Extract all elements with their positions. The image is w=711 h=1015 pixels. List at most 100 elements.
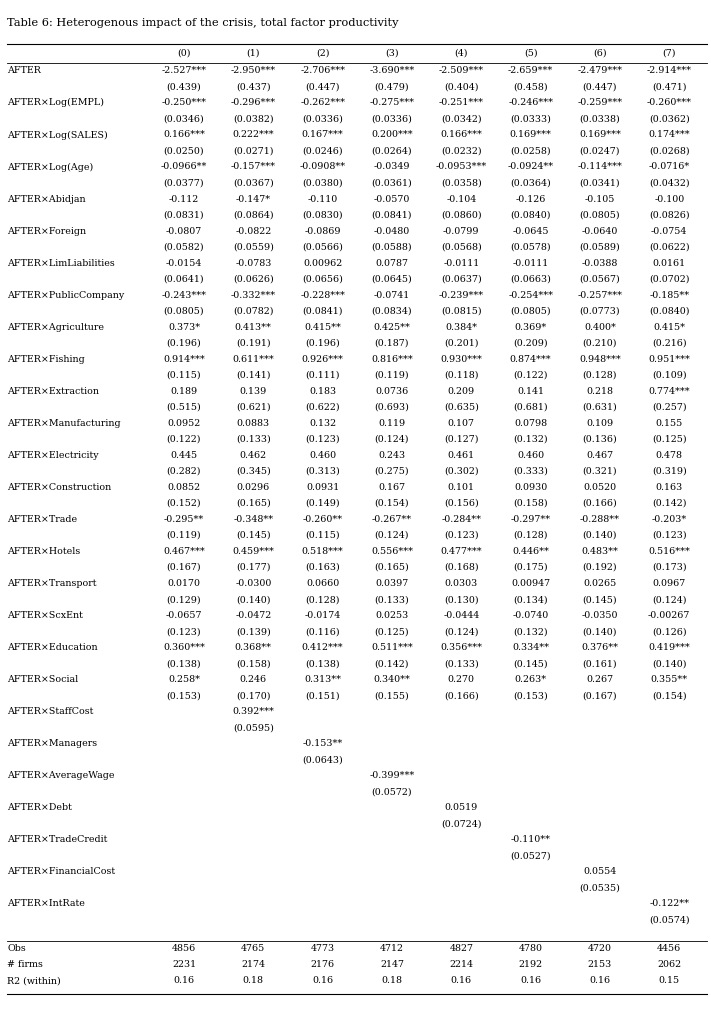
Text: (7): (7)	[663, 49, 676, 58]
Text: (0.471): (0.471)	[652, 82, 687, 91]
Text: -0.239***: -0.239***	[439, 290, 483, 299]
Text: 0.951***: 0.951***	[648, 354, 690, 363]
Text: 0.368**: 0.368**	[235, 644, 272, 652]
Text: 0.516***: 0.516***	[648, 547, 690, 556]
Text: -0.0754: -0.0754	[651, 226, 688, 235]
Text: 0.356***: 0.356***	[440, 644, 482, 652]
Text: (0.0527): (0.0527)	[510, 852, 551, 861]
Text: (0.115): (0.115)	[305, 531, 340, 540]
Text: (0.210): (0.210)	[582, 339, 617, 348]
Text: 4456: 4456	[657, 944, 681, 953]
Text: (0.404): (0.404)	[444, 82, 479, 91]
Text: -0.0966**: -0.0966**	[161, 162, 207, 172]
Text: -0.0154: -0.0154	[166, 259, 202, 268]
Text: 0.340**: 0.340**	[373, 675, 410, 684]
Text: (0.515): (0.515)	[166, 403, 201, 412]
Text: -0.0807: -0.0807	[166, 226, 202, 235]
Text: (0.0346): (0.0346)	[164, 115, 204, 124]
Text: 0.18: 0.18	[381, 976, 402, 986]
Text: (0.115): (0.115)	[166, 370, 201, 380]
Text: 0.415**: 0.415**	[304, 323, 341, 332]
Text: 0.0519: 0.0519	[444, 803, 478, 812]
Text: 2192: 2192	[518, 960, 542, 969]
Text: -0.295**: -0.295**	[164, 515, 204, 524]
Text: AFTER×Agriculture: AFTER×Agriculture	[7, 323, 104, 332]
Text: -0.267**: -0.267**	[372, 515, 412, 524]
Text: (0.621): (0.621)	[236, 403, 271, 412]
Text: -2.479***: -2.479***	[577, 66, 622, 75]
Text: (0.126): (0.126)	[652, 627, 687, 636]
Text: AFTER×Log(EMPL): AFTER×Log(EMPL)	[7, 98, 104, 108]
Text: AFTER×Trade: AFTER×Trade	[7, 515, 77, 524]
Text: -0.0174: -0.0174	[304, 611, 341, 620]
Text: (0.167): (0.167)	[166, 563, 201, 572]
Text: 2231: 2231	[172, 960, 196, 969]
Text: (0.128): (0.128)	[305, 595, 340, 604]
Text: 2153: 2153	[588, 960, 612, 969]
Text: AFTER×Foreign: AFTER×Foreign	[7, 226, 86, 235]
Text: -2.659***: -2.659***	[508, 66, 553, 75]
Text: (0.257): (0.257)	[652, 403, 687, 412]
Text: (0.439): (0.439)	[166, 82, 201, 91]
Text: (0.122): (0.122)	[166, 434, 201, 444]
Text: 0.258*: 0.258*	[168, 675, 200, 684]
Text: (0.123): (0.123)	[444, 531, 479, 540]
Text: (0.133): (0.133)	[236, 434, 271, 444]
Text: 0.0736: 0.0736	[375, 387, 409, 396]
Text: 0.0303: 0.0303	[444, 579, 478, 588]
Text: 0.0967: 0.0967	[653, 579, 686, 588]
Text: (0.138): (0.138)	[166, 659, 201, 668]
Text: (0.0336): (0.0336)	[372, 115, 412, 124]
Text: -0.0716*: -0.0716*	[648, 162, 690, 172]
Text: (0.0841): (0.0841)	[372, 210, 412, 219]
Text: (0.173): (0.173)	[652, 563, 687, 572]
Text: -0.153**: -0.153**	[302, 739, 343, 748]
Text: 0.107: 0.107	[448, 419, 475, 427]
Text: (0.128): (0.128)	[513, 531, 548, 540]
Text: (0.275): (0.275)	[375, 467, 410, 476]
Text: -0.0869: -0.0869	[304, 226, 341, 235]
Text: 0.459***: 0.459***	[232, 547, 274, 556]
Text: (0.133): (0.133)	[444, 659, 479, 668]
Text: 0.16: 0.16	[451, 976, 472, 986]
Text: -0.257***: -0.257***	[577, 290, 622, 299]
Text: AFTER×Log(Age): AFTER×Log(Age)	[7, 162, 93, 172]
Text: (0.209): (0.209)	[513, 339, 548, 348]
Text: (0.155): (0.155)	[375, 691, 410, 700]
Text: (0.0432): (0.0432)	[649, 179, 690, 188]
Text: (0.0656): (0.0656)	[302, 275, 343, 283]
Text: -0.0472: -0.0472	[235, 611, 272, 620]
Text: -0.112: -0.112	[169, 195, 199, 204]
Text: 0.16: 0.16	[589, 976, 611, 986]
Text: 0.0660: 0.0660	[306, 579, 339, 588]
Text: -2.527***: -2.527***	[161, 66, 206, 75]
Text: -0.0570: -0.0570	[374, 195, 410, 204]
Text: 0.926***: 0.926***	[301, 354, 343, 363]
Text: 0.412***: 0.412***	[301, 644, 343, 652]
Text: (0.175): (0.175)	[513, 563, 548, 572]
Text: 0.163: 0.163	[656, 483, 683, 492]
Text: (0.0341): (0.0341)	[579, 179, 620, 188]
Text: (0.177): (0.177)	[236, 563, 271, 572]
Text: (0.0246): (0.0246)	[302, 146, 343, 155]
Text: (0.109): (0.109)	[652, 370, 687, 380]
Text: (0.122): (0.122)	[513, 370, 548, 380]
Text: AFTER×IntRate: AFTER×IntRate	[7, 899, 85, 908]
Text: 0.246: 0.246	[240, 675, 267, 684]
Text: (0.0568): (0.0568)	[441, 243, 481, 252]
Text: -0.122**: -0.122**	[649, 899, 689, 908]
Text: 0.478: 0.478	[656, 451, 683, 460]
Text: 0.0931: 0.0931	[306, 483, 339, 492]
Text: (0.631): (0.631)	[582, 403, 617, 412]
Text: -0.296***: -0.296***	[231, 98, 276, 108]
Text: 0.15: 0.15	[658, 976, 680, 986]
Text: (0.0702): (0.0702)	[649, 275, 690, 283]
Text: 0.948***: 0.948***	[579, 354, 621, 363]
Text: -0.0908**: -0.0908**	[299, 162, 346, 172]
Text: (0.0264): (0.0264)	[372, 146, 412, 155]
Text: 2174: 2174	[241, 960, 265, 969]
Text: (0.154): (0.154)	[375, 499, 410, 508]
Text: 0.166***: 0.166***	[163, 131, 205, 139]
Text: 0.263*: 0.263*	[515, 675, 547, 684]
Text: (0.196): (0.196)	[305, 339, 340, 348]
